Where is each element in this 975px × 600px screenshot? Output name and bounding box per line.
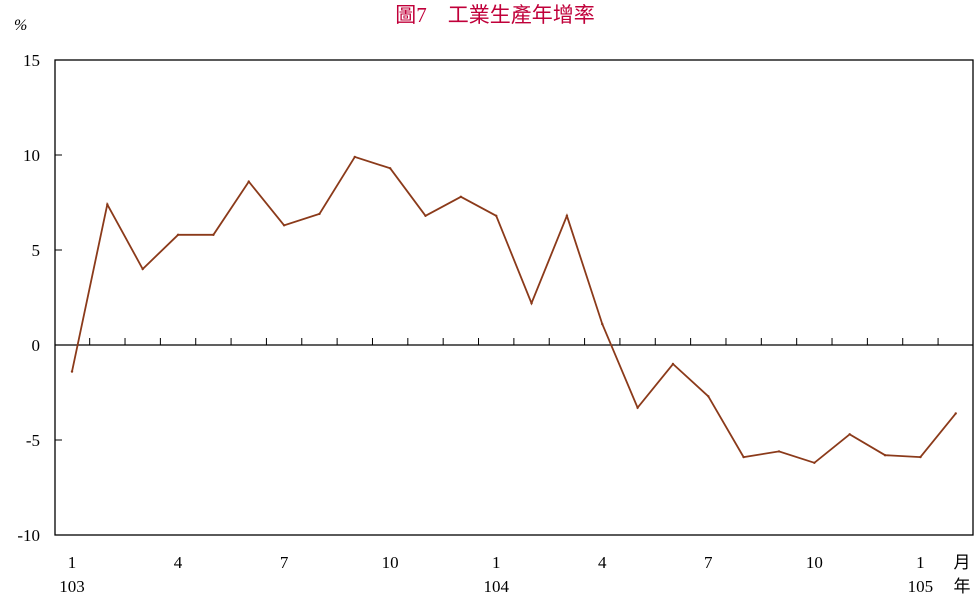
data-point xyxy=(883,454,887,457)
y-tick-label: 5 xyxy=(32,241,41,260)
y-tick-label: -5 xyxy=(26,431,40,450)
y-axis: 15 10 5 0 -5 -10 xyxy=(17,51,62,545)
x-tick-label: 10 xyxy=(806,553,823,572)
x-axis-zero-line xyxy=(55,338,973,346)
x-tick-label: 4 xyxy=(598,553,607,572)
data-point xyxy=(424,214,427,217)
y-tick-label: 10 xyxy=(23,146,40,165)
y-tick-label: 0 xyxy=(32,336,41,355)
data-point xyxy=(495,214,498,217)
data-point xyxy=(565,214,569,217)
data-point xyxy=(707,395,710,398)
series-line xyxy=(71,155,957,464)
y-axis-unit: % xyxy=(14,17,27,34)
x-year-label: 104 xyxy=(483,577,509,595)
x-year-label: 105 xyxy=(908,577,934,595)
data-point xyxy=(388,167,392,170)
data-point xyxy=(742,455,745,459)
data-point xyxy=(318,212,321,216)
data-point xyxy=(777,450,781,453)
data-point xyxy=(282,224,286,227)
data-point xyxy=(813,461,816,464)
x-axis-labels: 1 4 7 10 1 4 7 10 1 103 104 105 xyxy=(59,553,934,596)
data-point xyxy=(353,155,356,159)
chart-title: 圖7 工業生產年增率 xyxy=(395,3,595,27)
data-point xyxy=(601,322,604,326)
x-tick-label: 4 xyxy=(174,553,183,572)
plot-frame xyxy=(54,59,974,536)
x-tick-label: 7 xyxy=(280,553,289,572)
x-tick-label: 10 xyxy=(382,553,399,572)
data-point xyxy=(530,302,533,305)
data-point xyxy=(141,267,144,271)
data-point xyxy=(70,370,74,373)
data-point xyxy=(212,233,215,236)
data-point xyxy=(636,406,639,409)
x-axis-unit-year: 年 xyxy=(954,577,971,595)
data-point xyxy=(459,195,463,198)
x-tick-label: 1 xyxy=(916,553,925,572)
y-tick-label: 15 xyxy=(23,51,40,70)
data-point xyxy=(848,433,851,436)
x-axis-unit-month: 月 xyxy=(954,553,971,572)
data-point xyxy=(954,412,957,415)
x-tick-label: 1 xyxy=(68,553,77,572)
data-point xyxy=(176,233,180,236)
data-point xyxy=(919,455,922,459)
x-tick-label: 1 xyxy=(492,553,501,572)
x-tick-label: 7 xyxy=(704,553,713,572)
data-point xyxy=(247,180,250,183)
y-tick-label: -10 xyxy=(17,526,40,545)
data-point xyxy=(671,362,675,366)
x-year-label: 103 xyxy=(59,577,85,595)
series-group xyxy=(70,155,957,464)
data-point xyxy=(106,203,109,206)
